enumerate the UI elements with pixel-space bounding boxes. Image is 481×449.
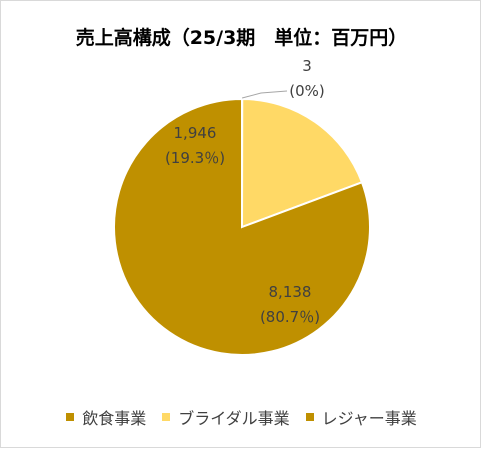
data-label-percent-inshoku: (0%): [289, 82, 325, 100]
legend-label-inshoku: 飲食事業: [82, 405, 146, 429]
leader-line-inshoku: [242, 91, 287, 98]
data-label-value-bridal: 1,946: [174, 124, 217, 142]
data-label-value-leisure: 8,138: [269, 283, 312, 301]
data-label-value-inshoku: 3: [302, 57, 312, 75]
data-label-percent-bridal: (19.3％): [165, 149, 225, 167]
data-label-percent-leisure: (80.7％): [260, 308, 320, 326]
legend-item-inshoku: 飲食事業: [66, 405, 146, 429]
legend-label-bridal: ブライダル事業: [178, 405, 289, 429]
legend-swatch-leisure: [306, 413, 314, 421]
legend-item-bridal: ブライダル事業: [162, 405, 289, 429]
legend-label-leisure: レジャー事業: [322, 405, 417, 429]
legend: 飲食事業 ブライダル事業 レジャー事業: [1, 405, 481, 429]
legend-swatch-inshoku: [66, 413, 74, 421]
legend-item-leisure: レジャー事業: [306, 405, 417, 429]
legend-swatch-bridal: [162, 413, 170, 421]
